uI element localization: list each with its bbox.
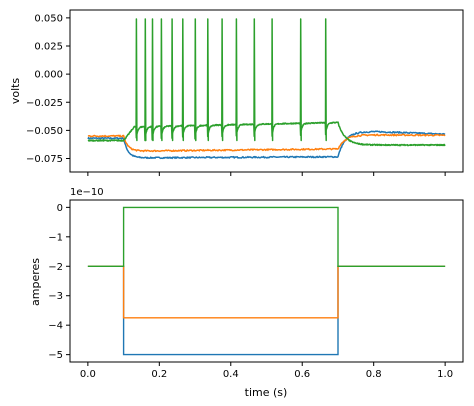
y-tick-label: −4	[48, 321, 63, 332]
x-tick-label: 0.6	[294, 369, 310, 380]
current-offset-text: 1e−10	[70, 187, 104, 198]
voltage-series-1	[87, 133, 446, 153]
voltage-series-0	[87, 130, 446, 160]
y-tick-label: 0.000	[34, 70, 63, 81]
x-tick-label: 0.0	[80, 369, 96, 380]
voltage-x-ticks	[87, 172, 446, 176]
y-tick-label: −0.075	[26, 154, 63, 165]
current-y-axis-label: amperes	[29, 258, 42, 306]
x-tick-label: 0.2	[151, 369, 167, 380]
voltage-y-axis-label: volts	[9, 78, 22, 105]
y-tick-label: −0.050	[26, 126, 63, 137]
current-x-ticks: 0.0 0.2 0.4 0.6 0.8 1.0	[80, 362, 453, 380]
current-x-axis-label: time (s)	[245, 386, 288, 399]
current-traces	[87, 206, 446, 356]
y-tick-label: 0	[57, 203, 63, 214]
voltage-plot-frame	[69, 9, 464, 173]
current-y-ticks: 0 −1 −2 −3 −4 −5	[48, 203, 70, 361]
voltage-y-ticks: 0.050 0.025 0.000 −0.025 −0.050 −0.075	[26, 13, 70, 165]
y-tick-label: −5	[48, 350, 63, 361]
x-tick-label: 0.4	[223, 369, 239, 380]
voltage-panel: 0.050 0.025 0.000 −0.025 −0.050 −0.075 volts	[9, 9, 464, 176]
current-series-2	[87, 206, 446, 267]
y-tick-label: 0.025	[34, 42, 63, 53]
y-tick-label: −3	[48, 291, 63, 302]
current-plot-frame	[69, 199, 464, 363]
y-tick-label: −0.025	[26, 98, 63, 109]
x-tick-label: 0.8	[366, 369, 382, 380]
y-tick-label: 0.050	[34, 13, 63, 24]
current-series-0	[87, 265, 446, 356]
current-panel: 0 −1 −2 −3 −4 −5 0.0 0.2 0.4 0.6 0.8 1.0 1e−10 amp…	[29, 187, 464, 399]
y-tick-label: −2	[48, 262, 63, 273]
x-tick-label: 1.0	[437, 369, 453, 380]
current-series-1	[87, 265, 446, 319]
voltage-series-2	[87, 18, 446, 147]
y-tick-label: −1	[48, 232, 63, 243]
voltage-traces	[87, 18, 446, 160]
